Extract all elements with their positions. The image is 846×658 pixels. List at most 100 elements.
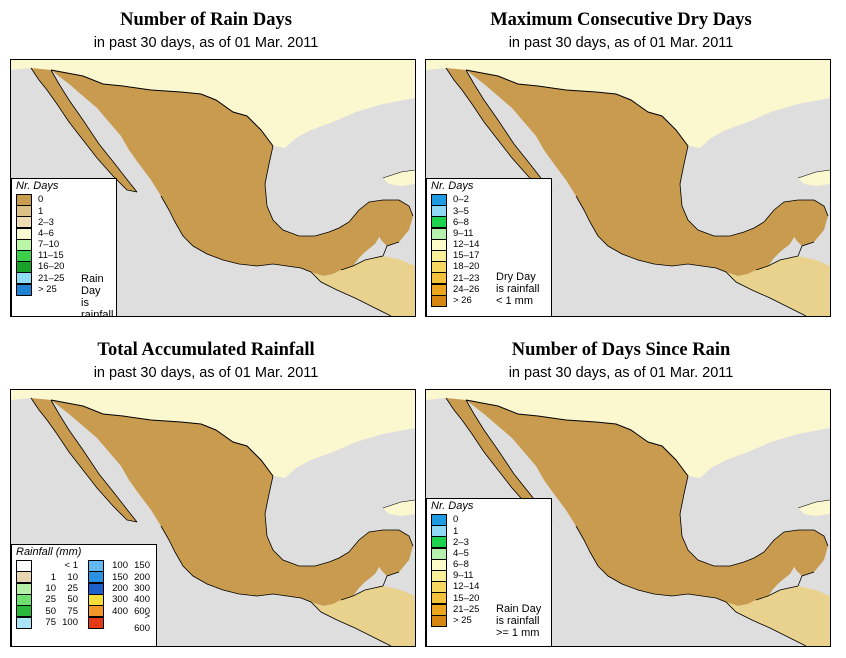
legend-label: 0 <box>38 194 44 206</box>
legend-item: 12–14 <box>427 238 551 251</box>
map-total-rainfall: Rainfall (mm) < 1 1 10 10 25 25 50 50 75 75 100 10… <box>10 389 416 647</box>
legend-item: 100 150 <box>84 560 156 573</box>
legend-label: > 25 <box>453 615 472 627</box>
legend-swatch <box>431 294 447 307</box>
legend-item: 150 200 <box>84 571 156 584</box>
legend-item: 2–3 <box>427 536 551 549</box>
panel-days-since-rain: Number of Days Since Rain in past 30 day… <box>415 330 831 650</box>
legend-item: 9–11 <box>427 570 551 583</box>
legend-label: 3–5 <box>453 205 469 217</box>
legend-swatch <box>16 194 32 207</box>
legend-swatch <box>88 605 104 618</box>
legend-swatch <box>431 227 447 240</box>
legend-item: < 1 <box>12 560 84 573</box>
legend-swatch <box>431 581 447 594</box>
legend-range-high: 600 <box>134 605 150 617</box>
legend-swatch <box>431 238 447 251</box>
legend: Nr. Days 0 1 2–3 4–6 7–10 11–15 16–20 21–25 > 25… <box>11 178 117 317</box>
legend-label: 6–8 <box>453 216 469 228</box>
legend-item: > 600 <box>84 611 156 634</box>
legend-label: 2–3 <box>38 216 54 228</box>
legend-swatch <box>16 582 32 595</box>
legend-item: > 25 <box>427 614 551 627</box>
legend-label: 7–10 <box>38 239 60 251</box>
legend-label: 21–25 <box>38 272 65 284</box>
map-dry-days: Nr. Days 0–2 3–5 6–8 9–11 12–14 15–17 18–20 21–… <box>425 59 831 317</box>
legend-item: 50 75 <box>12 605 84 618</box>
legend-swatch <box>16 605 32 618</box>
legend-label: 21–25 <box>453 603 480 615</box>
legend-label: 9–11 <box>453 570 474 582</box>
legend-swatch <box>431 592 447 605</box>
legend-label: 2–3 <box>453 536 469 548</box>
legend-range-high: < 1 <box>64 560 78 572</box>
legend-range-high: 25 <box>67 583 78 594</box>
legend-item: 10 25 <box>12 582 84 595</box>
legend-label: 15–20 <box>453 592 480 604</box>
panel-title: Maximum Consecutive Dry Days <box>490 10 752 30</box>
legend-item: 15–17 <box>427 250 551 263</box>
legend-range-low: 75 <box>45 616 56 628</box>
legend-label: 16–20 <box>38 261 65 273</box>
map-days-since-rain: Nr. Days 0 1 2–3 4–5 6–8 9–11 12–14 15–20 21–25 >… <box>425 389 831 647</box>
legend-label: 15–17 <box>453 250 480 262</box>
legend-title: Nr. Days <box>431 180 474 192</box>
legend: Rainfall (mm) < 1 1 10 10 25 25 50 50 75 75 100 10… <box>11 544 157 646</box>
legend-label: 0 <box>453 514 459 526</box>
legend-item: 6–8 <box>427 558 551 571</box>
legend-label: 12–14 <box>453 239 480 251</box>
legend-swatch <box>16 216 32 229</box>
legend-item: 25 50 <box>12 594 84 607</box>
legend-label: > 26 <box>453 295 472 307</box>
legend: Nr. Days 0 1 2–3 4–5 6–8 9–11 12–14 15–20 21–25 >… <box>426 498 552 646</box>
legend-item: 0 <box>427 514 551 527</box>
legend-label: 0–2 <box>453 194 469 206</box>
legend-item: > 25 <box>12 283 116 296</box>
legend-item: 21–25 <box>12 272 116 285</box>
legend-label: 12–14 <box>453 581 480 593</box>
legend-swatch <box>431 261 447 274</box>
legend-swatch <box>16 560 32 573</box>
legend-swatch <box>16 238 32 251</box>
panel-dry-days: Maximum Consecutive Dry Days in past 30 … <box>415 0 831 320</box>
legend-grid: < 1 1 10 10 25 25 50 50 75 75 100 100 150 150 200 200 3… <box>12 560 156 634</box>
legend-item: > 26 <box>427 294 551 307</box>
legend-swatch <box>88 560 104 573</box>
legend-label: 24–26 <box>453 283 480 295</box>
legend-range-low: 1 <box>50 571 56 583</box>
legend-swatch <box>16 261 32 274</box>
legend-item: 300 400 <box>84 594 156 607</box>
legend-range-high: 200 <box>134 571 150 583</box>
legend-range-high: > 600 <box>134 611 150 634</box>
legend-col-left: < 1 1 10 10 25 25 50 50 75 75 100 <box>12 560 84 629</box>
legend-note: Rain Day is rainfall >= 1 mm <box>81 273 114 317</box>
legend-swatch <box>431 614 447 627</box>
legend-item: 0–2 <box>427 194 551 207</box>
legend-list: 0 1 2–3 4–5 6–8 9–11 12–14 15–20 21–25 > 25 <box>427 514 551 627</box>
legend-range-low: 200 <box>112 583 128 594</box>
legend-swatch <box>431 536 447 549</box>
legend-note: Rain Day is rainfall >= 1 mm <box>496 603 542 639</box>
legend-item: 3–5 <box>427 205 551 218</box>
legend-swatch <box>16 205 32 218</box>
legend-label: 1 <box>453 525 459 537</box>
legend-swatch <box>431 283 447 296</box>
legend-range-high: 300 <box>134 583 150 594</box>
legend-range-high: 50 <box>67 594 78 606</box>
panel-subtitle: in past 30 days, as of 01 Mar. 2011 <box>93 35 319 51</box>
legend-range-high: 100 <box>62 616 78 628</box>
panel-title: Number of Rain Days <box>120 10 292 30</box>
legend-swatch <box>88 594 104 607</box>
legend-range-low: 150 <box>112 571 128 583</box>
legend-swatch <box>431 570 447 583</box>
legend-swatch <box>431 216 447 229</box>
legend-label: 6–8 <box>453 559 469 571</box>
legend-item: 12–14 <box>427 581 551 594</box>
legend-item: 1 <box>12 205 116 218</box>
legend-swatch <box>88 582 104 595</box>
legend-swatch <box>16 250 32 263</box>
legend-swatch <box>16 616 32 629</box>
legend-list: 0–2 3–5 6–8 9–11 12–14 15–17 18–20 21–23 24–26 > … <box>427 194 551 307</box>
legend-swatch <box>16 227 32 240</box>
legend-label: 4–5 <box>453 547 469 559</box>
